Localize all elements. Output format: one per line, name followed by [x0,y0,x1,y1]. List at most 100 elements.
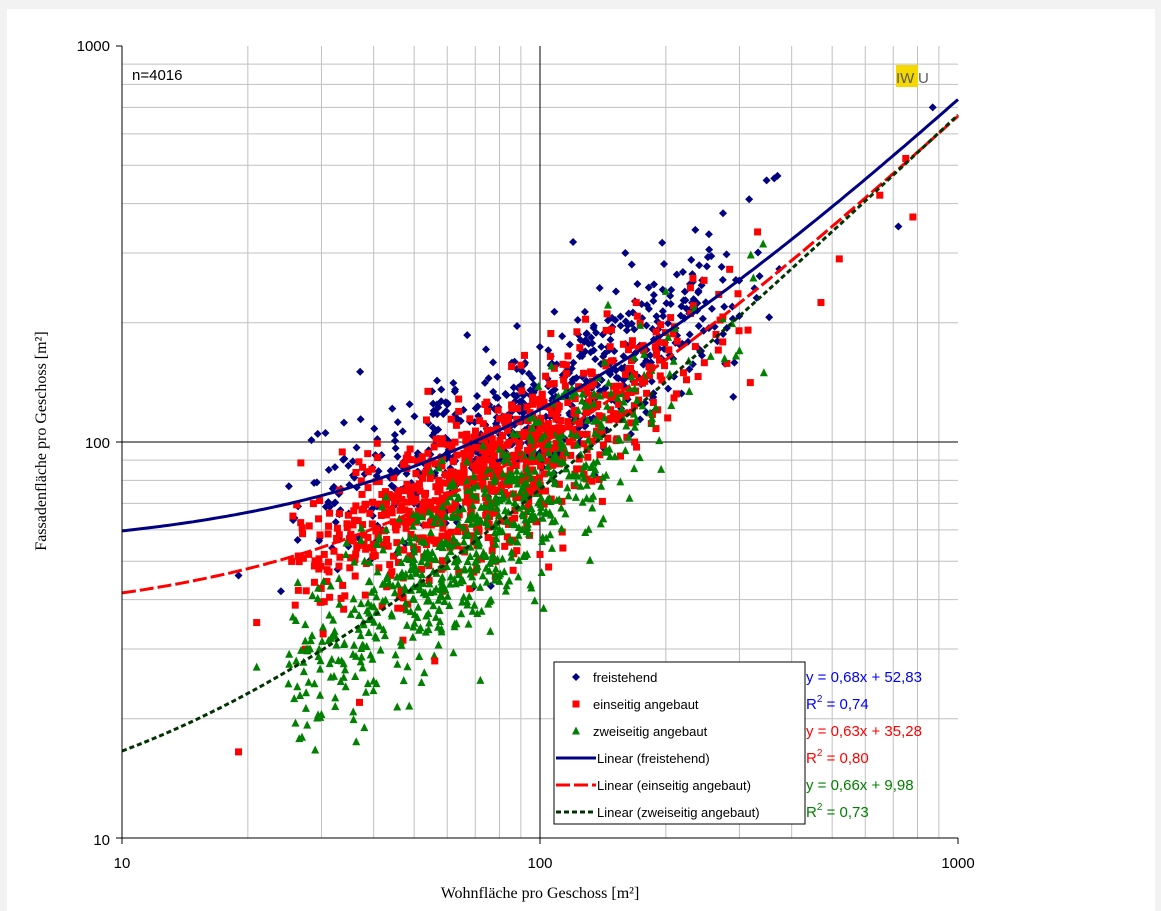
einseitig-angebaut-point [665,346,673,354]
zweiseitig-angebaut-point [625,493,634,502]
legend-label-1: einseitig angebaut [593,697,699,712]
zweiseitig-angebaut-point [424,625,433,634]
einseitig-angebaut-point [364,533,372,541]
zweiseitig-angebaut-point [382,525,391,534]
freistehend-point [390,430,399,439]
zweiseitig-angebaut-point [409,510,418,519]
einseitig-angebaut-point [661,339,669,347]
zweiseitig-angebaut-point [523,549,532,558]
zweiseitig-angebaut-point [317,710,326,719]
freistehend-point [480,378,489,387]
zweiseitig-angebaut-point [657,464,666,473]
einseitig-angebaut-point [465,454,473,462]
einseitig-angebaut-point [288,557,296,565]
zweiseitig-angebaut-point [405,533,414,542]
einseitig-angebaut-point [299,554,307,562]
y-tick-100: 100 [85,435,110,452]
einseitig-angebaut-point [569,425,577,433]
zweiseitig-angebaut-point [420,668,429,677]
einseitig-angebaut-point [364,484,372,492]
einseitig-angebaut-point [615,410,623,418]
freistehend-point [324,498,333,507]
einseitig-angebaut-point [712,330,720,338]
zweiseitig-angebaut-point [452,556,461,565]
freistehend-point [234,571,243,580]
zweiseitig-angebaut-point [523,506,532,515]
zweiseitig-angebaut-point [326,581,335,590]
zweiseitig-angebaut-point [430,651,439,660]
freistehend-point [624,309,633,318]
einseitig-angebaut-point [652,328,660,336]
zweiseitig-angebaut-point [371,631,380,640]
zweiseitig-angebaut-point [379,545,388,554]
einseitig-angebaut-point [562,361,570,369]
freistehend-point [662,299,671,308]
einseitig-angebaut-point [493,462,501,470]
einseitig-angebaut-point [529,488,537,496]
zweiseitig-angebaut-point [492,534,501,543]
zweiseitig-angebaut-point [438,455,447,464]
zweiseitig-angebaut-point [403,662,412,671]
freistehend-point [276,587,285,596]
zweiseitig-angebaut-point [527,583,536,592]
einseitig-angebaut-point [646,372,654,380]
einseitig-angebaut-point [472,443,480,451]
einseitig-angebaut-point [687,310,695,318]
zweiseitig-angebaut-point [514,572,523,581]
freistehend-point [702,262,711,271]
zweiseitig-angebaut-point [459,576,468,585]
einseitig-angebaut-point [419,506,427,514]
einseitig-angebaut-point [467,450,475,458]
freistehend-point [687,255,696,264]
zweiseitig-angebaut-point [446,547,455,556]
zweiseitig-angebaut-point [664,332,673,341]
zweiseitig-angebaut-point [365,576,374,585]
einseitig-angebaut-point [447,505,455,513]
zweiseitig-angebaut-point [583,415,592,424]
zweiseitig-angebaut-point [313,594,322,603]
einseitig-angebaut-point [309,500,317,508]
einseitig-angebaut-point [567,451,575,459]
zweiseitig-angebaut-point [364,628,373,637]
einseitig-angebaut-point [609,382,617,390]
freistehend-point [664,319,673,328]
freistehend-point [391,436,400,445]
zweiseitig-angebaut-point [388,611,397,620]
einseitig-angebaut-point [551,445,559,453]
zweiseitig-angebaut-point [495,524,504,533]
zweiseitig-angebaut-point [477,606,486,615]
einseitig-angebaut-point [734,290,742,298]
einseitig-angebaut-point [496,436,504,444]
r2-1: R2 = 0,80 [806,748,869,767]
einseitig-angebaut-point [316,497,324,505]
zweiseitig-angebaut-point [425,618,434,627]
einseitig-angebaut-point [330,547,338,555]
einseitig-angebaut-point [369,498,377,506]
zweiseitig-angebaut-point [438,572,447,581]
zweiseitig-angebaut-point [556,438,565,447]
zweiseitig-angebaut-point [600,357,609,366]
einseitig-angebaut-point [358,506,366,514]
zweiseitig-angebaut-point [304,677,313,686]
freistehend-point [762,176,771,185]
zweiseitig-angebaut-point [393,659,402,668]
x-tick-10: 10 [114,855,131,872]
freistehend-point [331,498,340,507]
zweiseitig-angebaut-point [356,631,365,640]
einseitig-angebaut-point [452,421,460,429]
zweiseitig-angebaut-point [437,577,446,586]
freistehend-point [722,250,731,259]
zweiseitig-angebaut-point [416,623,425,632]
zweiseitig-angebaut-point [544,448,553,457]
legend-label-4: Linear (einseitig angebaut) [597,778,751,793]
einseitig-angebaut-point [392,526,400,534]
zweiseitig-angebaut-point [449,533,458,542]
einseitig-angebaut-point [479,420,487,428]
zweiseitig-angebaut-point [397,558,406,567]
freistehend-point [894,222,903,231]
einseitig-angebaut-point [633,312,641,320]
einseitig-angebaut-point [349,537,357,545]
freistehend-point [586,348,595,357]
einseitig-angebaut-point [437,454,445,462]
zweiseitig-angebaut-point [504,496,513,505]
